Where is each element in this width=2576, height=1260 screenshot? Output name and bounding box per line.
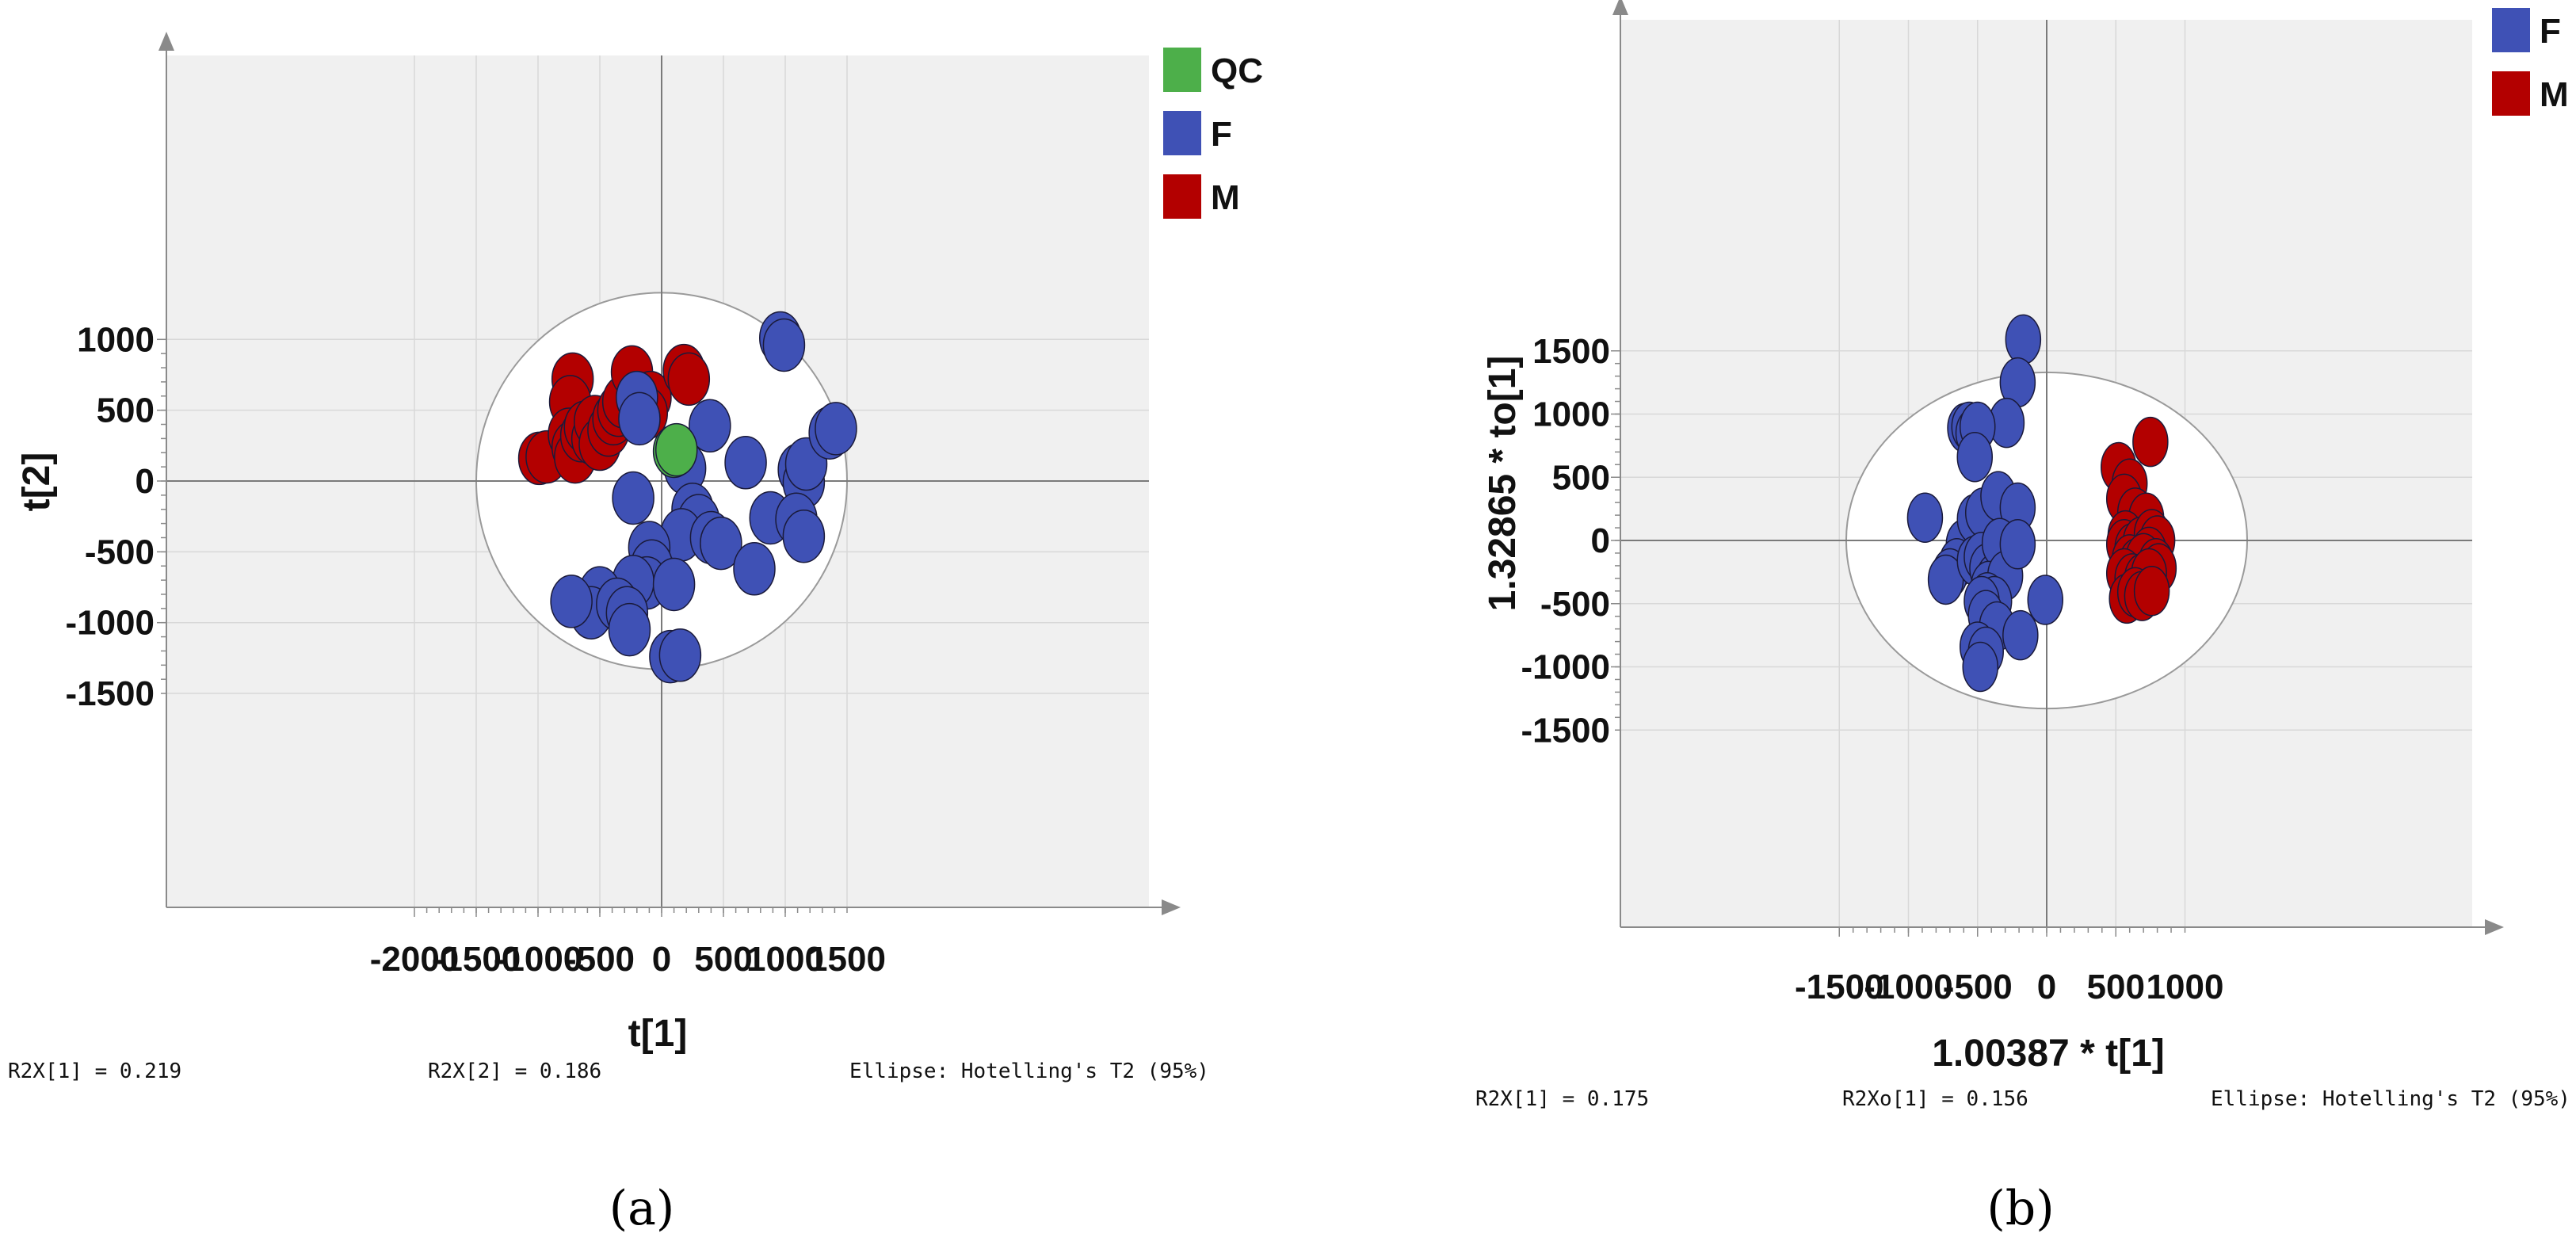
- data-point-f: [2005, 314, 2042, 365]
- panel-a-footer-r2x2: R2X[2] = 0.186: [428, 1060, 601, 1083]
- legend-swatch-qc: [1163, 48, 1201, 92]
- x-tick-label: -1000: [1864, 968, 1953, 1006]
- data-point-f: [724, 436, 767, 490]
- x-tick-label: -1500: [432, 940, 521, 979]
- panel-a-label: (a): [609, 1181, 675, 1236]
- y-tick-label: 500: [97, 391, 155, 430]
- data-point-f: [612, 471, 654, 525]
- x-axis-arrow: [1162, 899, 1181, 915]
- series-qc: [652, 422, 698, 479]
- panel-b-footer-ellipse: Ellipse: Hotelling's T2 (95%): [2211, 1087, 2570, 1111]
- x-tick-label: 0: [2037, 968, 2056, 1006]
- panel-b-legend: FM: [2492, 8, 2569, 116]
- y-tick-label: 0: [135, 462, 155, 501]
- panel-b-footer-r2xo1: R2Xo[1] = 0.156: [1842, 1087, 2028, 1111]
- x-tick-label: 1000: [746, 940, 824, 979]
- data-point-f: [782, 509, 826, 563]
- data-point-f: [762, 318, 806, 372]
- panel-b-points: [1906, 314, 2177, 693]
- x-tick-label: 1500: [808, 940, 886, 979]
- x-tick-label: 0: [652, 940, 671, 979]
- x-tick-label: -2000: [370, 940, 460, 979]
- data-point-f: [652, 557, 696, 612]
- panel-a-chart: -2000-1500-1000-500 0 5001000150010005000-…: [8, 32, 1263, 1236]
- panel-b-footer-r2x1: R2X[1] = 0.175: [1475, 1087, 1649, 1111]
- data-point-f: [733, 542, 776, 596]
- panel-a-footer-ellipse: Ellipse: Hotelling's T2 (95%): [849, 1060, 1209, 1083]
- legend-swatch-m: [1163, 174, 1201, 219]
- x-tick-label: 500: [694, 940, 752, 979]
- y-axis-arrow: [158, 32, 174, 51]
- data-point-f: [550, 575, 593, 628]
- y-tick-label: 1500: [1532, 332, 1610, 371]
- panel-a-y-axis-label: t[2]: [16, 452, 58, 512]
- data-point-m: [2132, 416, 2169, 468]
- data-point-f: [815, 402, 857, 456]
- x-tick-label: 500: [2087, 968, 2145, 1006]
- legend-label-f: F: [1211, 115, 1232, 154]
- panel-b-label: (b): [1986, 1181, 2054, 1236]
- y-tick-label: -1500: [1521, 711, 1610, 750]
- y-tick-label: -500: [1540, 585, 1610, 624]
- data-point-f: [608, 602, 651, 657]
- data-point-f: [689, 399, 731, 453]
- data-point-f: [1906, 492, 1944, 544]
- legend-swatch-f: [2492, 8, 2530, 52]
- y-tick-label: -1500: [65, 674, 155, 713]
- data-point-f: [1999, 519, 2036, 570]
- x-tick-label: -1500: [1795, 968, 1884, 1006]
- x-tick-label: -1000: [494, 940, 583, 979]
- panel-b-tick-labels: -1500-1000-500 0 500 1000150010005000-500-1…: [1521, 332, 2223, 1006]
- data-point-m: [667, 352, 711, 407]
- x-axis-arrow: [2485, 919, 2504, 935]
- panel-b-chart: -1500-1000-500 0 500 1000150010005000-500-1…: [1475, 0, 2570, 1236]
- legend-swatch-f: [1163, 111, 1201, 155]
- y-tick-label: -1000: [65, 604, 155, 643]
- legend-label-m: M: [2540, 75, 2569, 114]
- data-point-f: [2002, 609, 2039, 661]
- x-tick-label: -500: [1943, 968, 2013, 1006]
- data-point-f: [1956, 431, 1994, 483]
- y-tick-label: -1000: [1521, 648, 1610, 687]
- panel-a-footer-r2x1: R2X[1] = 0.219: [8, 1060, 181, 1083]
- data-point-qc: [654, 422, 698, 477]
- y-tick-label: 1000: [1532, 395, 1610, 434]
- y-tick-label: 0: [1591, 521, 1610, 560]
- panel-b-axes: [1611, 0, 2504, 937]
- panel-a-axes: [157, 32, 1181, 917]
- panel-a-points: [517, 311, 857, 684]
- panel-b-y-axis-label: 1.32865 * to[1]: [1482, 356, 1524, 612]
- panel-b-x-axis-label: 1.00387 * t[1]: [1932, 1033, 2165, 1075]
- legend-swatch-m: [2492, 71, 2530, 116]
- x-tick-label: 1000: [2147, 968, 2224, 1006]
- x-tick-label: -500: [565, 940, 635, 979]
- legend-label-f: F: [2540, 12, 2561, 51]
- data-point-m: [2133, 566, 2170, 617]
- series-m: [2100, 416, 2177, 624]
- data-point-f: [618, 391, 661, 446]
- data-point-f: [658, 628, 702, 682]
- y-axis-arrow: [1612, 0, 1628, 15]
- y-tick-label: 1000: [77, 320, 155, 359]
- series-f: [1906, 314, 2064, 693]
- panel-a-x-axis-label: t[1]: [628, 1013, 688, 1055]
- legend-label-qc: QC: [1211, 52, 1263, 90]
- data-point-f: [1962, 641, 1998, 693]
- panel-a-tick-labels: -2000-1500-1000-500 0 5001000150010005000-…: [65, 320, 885, 979]
- panel-a-legend: QC FM: [1163, 48, 1263, 219]
- data-point-f: [700, 516, 742, 571]
- y-tick-label: -500: [85, 533, 155, 571]
- legend-label-m: M: [1211, 178, 1240, 217]
- data-point-f: [2027, 575, 2064, 625]
- y-tick-label: 500: [1552, 458, 1610, 497]
